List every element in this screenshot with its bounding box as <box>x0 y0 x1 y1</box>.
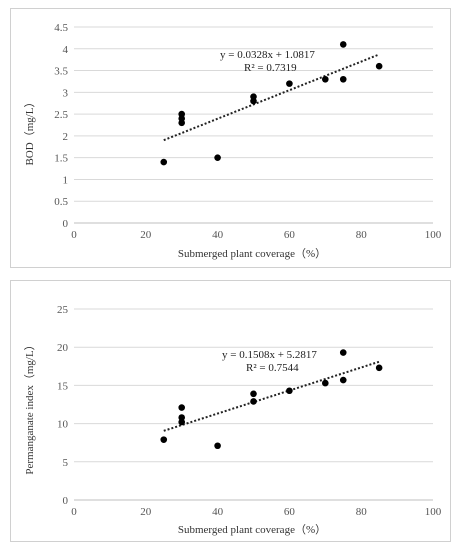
permanganate-data-point <box>250 390 257 398</box>
bod-x-tick-label: 0 <box>71 229 77 241</box>
permanganate-scatter-chart: 0 5 10 15 20 25 0 20 40 60 80 100 y = 0.1508x + 5.2… <box>23 304 442 536</box>
permanganate-x-tick-label: 60 <box>284 506 296 518</box>
bod-y-axis-label: BOD（mg/L） <box>23 96 36 165</box>
permanganate-x-tick-label: 0 <box>71 506 77 518</box>
bod-data-point <box>286 80 293 87</box>
bod-x-axis-label: Submerged plant coverage（%） <box>178 247 326 260</box>
permanganate-equation: y = 0.1508x + 5.2817 <box>222 349 317 361</box>
permanganate-data-point <box>214 442 221 450</box>
permanganate-y-tick-label: 25 <box>57 304 69 316</box>
permanganate-data-point <box>322 379 329 387</box>
bod-data-point <box>178 110 185 118</box>
permanganate-data-point <box>339 349 347 356</box>
bod-y-tick-label: 3.5 <box>54 66 68 78</box>
permanganate-data-point <box>178 414 185 421</box>
bod-data-point <box>339 75 347 83</box>
permanganate-data-point <box>178 418 185 426</box>
bod-y-tick-label: 4.5 <box>54 22 68 34</box>
permanganate-x-axis-label: Submerged plant coverage（%） <box>178 523 326 536</box>
permanganate-x-tick-label: 40 <box>212 506 224 518</box>
permanganate-data-point <box>339 376 347 384</box>
permanganate-y-axis-label: Permanganate index（mg/L） <box>23 339 36 474</box>
bod-y-tick-label: 4 <box>63 44 69 56</box>
bod-x-tick-label: 60 <box>284 229 296 241</box>
bod-y-tick-label: 1 <box>63 174 69 186</box>
permanganate-y-tick-label: 0 <box>63 495 69 507</box>
permanganate-trendline <box>163 360 380 432</box>
permanganate-y-tick-label: 20 <box>57 342 69 354</box>
bod-y-tick-label: 2.5 <box>54 109 68 121</box>
bod-y-tick-label: 0 <box>63 218 69 230</box>
permanganate-data-point <box>250 398 257 405</box>
permanganate-x-tick-label: 100 <box>425 506 442 518</box>
bod-data-point <box>250 93 257 100</box>
bod-equation: y = 0.0328x + 1.0817 <box>220 49 315 61</box>
bod-y-tick-label: 3 <box>63 87 69 99</box>
permanganate-x-tick-label: 20 <box>140 506 152 518</box>
bod-x-tick-label: 20 <box>140 229 152 241</box>
bod-trendline <box>163 53 380 142</box>
bod-chart-panel: 0 0.5 1 1.5 2 2.5 3 3.5 4 4.5 0 20 40 60 80 100 y = 0.0… <box>10 8 451 268</box>
bod-y-tick-label: 0.5 <box>54 196 68 208</box>
bod-x-tick-label: 100 <box>425 229 442 241</box>
bod-data-point <box>160 158 168 166</box>
bod-y-tick-label: 2 <box>63 131 69 143</box>
bod-x-tick-label: 40 <box>212 229 224 241</box>
bod-data-point <box>375 62 383 70</box>
permanganate-chart-panel: 0 5 10 15 20 25 0 20 40 60 80 100 y = 0.1508x + 5.2… <box>10 280 451 542</box>
permanganate-y-tick-label: 10 <box>57 419 69 431</box>
bod-data-point <box>214 154 221 161</box>
permanganate-y-tick-label: 15 <box>57 380 69 392</box>
permanganate-r-squared: R² = 0.7544 <box>246 362 299 374</box>
permanganate-data-point <box>375 364 383 372</box>
permanganate-data-point <box>286 387 293 395</box>
permanganate-data-point <box>178 404 185 411</box>
bod-data-point <box>339 41 347 48</box>
permanganate-data-point <box>160 436 168 443</box>
bod-scatter-chart: 0 0.5 1 1.5 2 2.5 3 3.5 4 4.5 0 20 40 60 80 100 y = 0.0… <box>23 22 442 260</box>
permanganate-y-tick-label: 5 <box>63 457 69 469</box>
bod-data-point <box>322 75 329 83</box>
bod-y-tick-label: 1.5 <box>54 153 68 165</box>
permanganate-x-tick-label: 80 <box>356 506 368 518</box>
bod-x-tick-label: 80 <box>356 229 368 241</box>
bod-r-squared: R² = 0.7319 <box>244 62 297 74</box>
